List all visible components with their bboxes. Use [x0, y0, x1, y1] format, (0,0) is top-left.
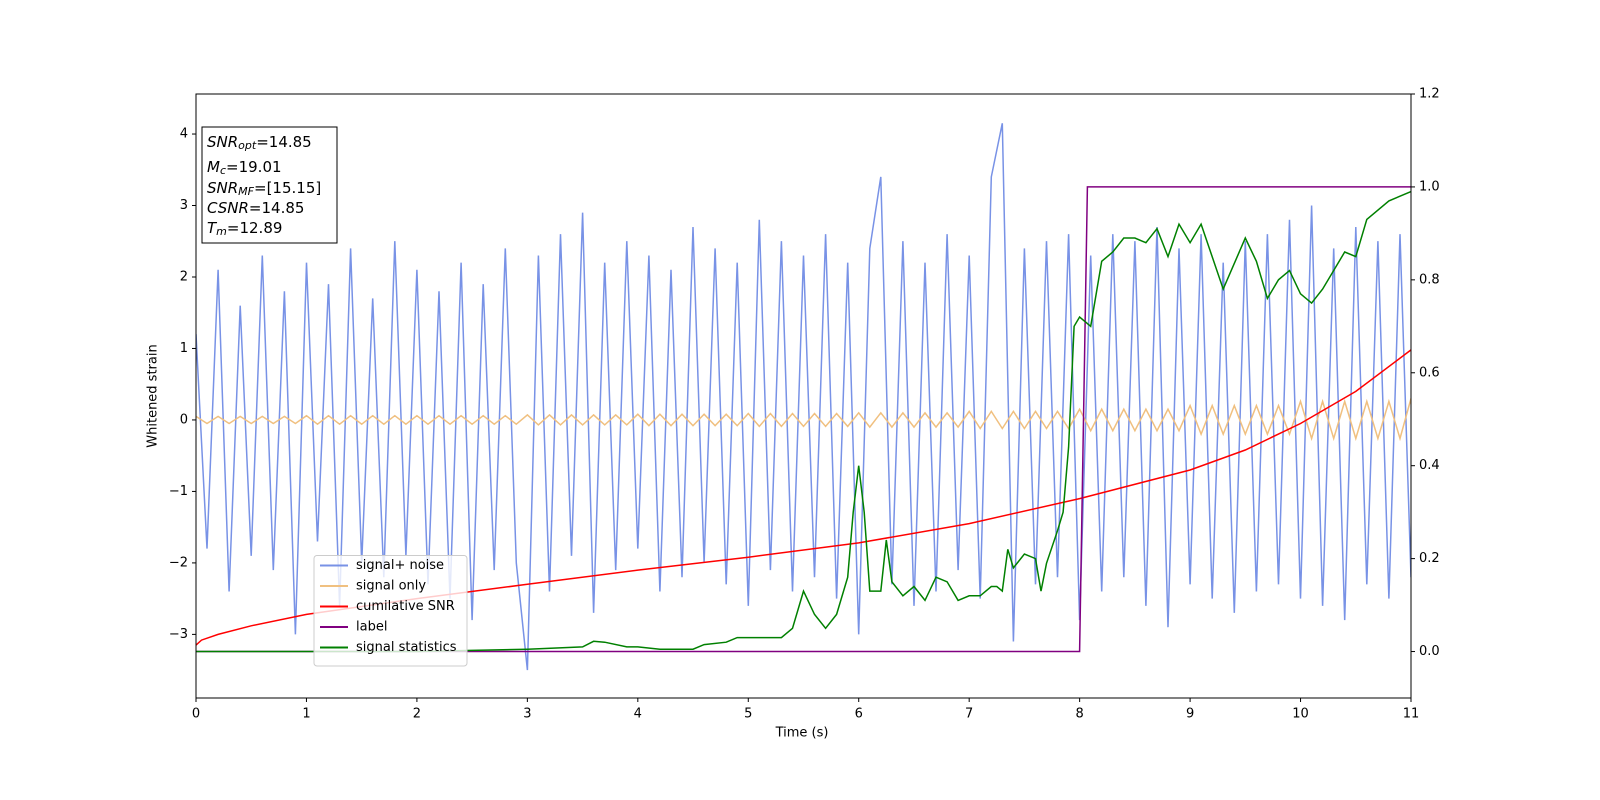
x-tick-label: 4	[634, 707, 642, 722]
y-tick-label: 3	[180, 198, 188, 213]
y2-tick-label: 1.0	[1419, 179, 1440, 194]
x-tick-label: 9	[1186, 707, 1194, 722]
legend-label: cumilative SNR	[356, 599, 455, 614]
y-tick-label: −3	[169, 627, 188, 642]
y-tick-label: 0	[180, 412, 188, 427]
y-axis-label: Whitened strain	[146, 344, 161, 447]
x-tick-label: 1	[302, 707, 310, 722]
x-tick-label: 10	[1292, 707, 1309, 722]
y2-tick-label: 0.6	[1419, 365, 1440, 380]
y-tick-label: 2	[180, 269, 188, 284]
legend-label: signal statistics	[356, 640, 457, 655]
annotation-subscript: c	[220, 164, 226, 177]
legend-label: signal+ noise	[356, 558, 444, 573]
annotation-symbol: SNR	[207, 179, 238, 197]
annotation-subscript: m	[216, 225, 227, 238]
x-axis-label: Time (s)	[775, 726, 829, 741]
series-line	[196, 398, 1411, 442]
plot-frame	[195, 93, 1412, 699]
y2-tick-label: 0.8	[1419, 272, 1440, 287]
annotation: Mc=19.01	[207, 158, 282, 178]
x-tick-label: 6	[855, 707, 863, 722]
x-tick-label: 0	[192, 707, 200, 722]
annotation: SNRopt=14.85	[207, 133, 312, 153]
y2-tick-label: 0.4	[1419, 458, 1440, 473]
y-tick-label: −2	[169, 555, 188, 570]
series-line	[196, 186, 1411, 653]
annotation: CSNR=14.85	[207, 199, 304, 217]
annotation: Tm=12.89	[207, 219, 282, 239]
y2-tick-label: 0.0	[1419, 644, 1440, 659]
annotation-symbol: M	[207, 158, 220, 176]
series-line	[196, 190, 1411, 653]
x-tick-label: 3	[523, 707, 531, 722]
legend-box	[313, 555, 468, 667]
annotation-symbol: T	[207, 219, 218, 237]
annotation-value: =14.85	[249, 199, 305, 217]
legend-label: label	[356, 620, 387, 635]
annotation-value: =[15.15]	[254, 179, 321, 197]
x-tick-label: 8	[1075, 707, 1083, 722]
annotation-symbol: CSNR	[207, 199, 249, 217]
y-tick-label: 4	[180, 127, 188, 142]
x-tick-label: 11	[1403, 707, 1420, 722]
legend-label: signal only	[356, 579, 426, 594]
y-tick-label: 1	[180, 341, 188, 356]
y2-tick-label: 1.2	[1419, 87, 1440, 102]
annotation-subscript: MF	[238, 185, 254, 198]
annotation-value: =19.01	[226, 158, 282, 176]
annotation-symbol: SNR	[207, 133, 238, 151]
x-tick-label: 5	[744, 707, 752, 722]
annotation-subscript: opt	[238, 139, 257, 152]
annotation-box	[201, 126, 338, 244]
x-tick-label: 7	[965, 707, 973, 722]
series-line	[196, 349, 1411, 646]
series-line	[196, 123, 1411, 671]
annotation: SNRMF=[15.15]	[207, 179, 321, 199]
y-tick-label: −1	[169, 484, 188, 499]
annotation-value: =14.85	[256, 133, 312, 151]
y2-tick-label: 0.2	[1419, 551, 1440, 566]
x-tick-label: 2	[413, 707, 421, 722]
annotation-value: =12.89	[227, 219, 283, 237]
